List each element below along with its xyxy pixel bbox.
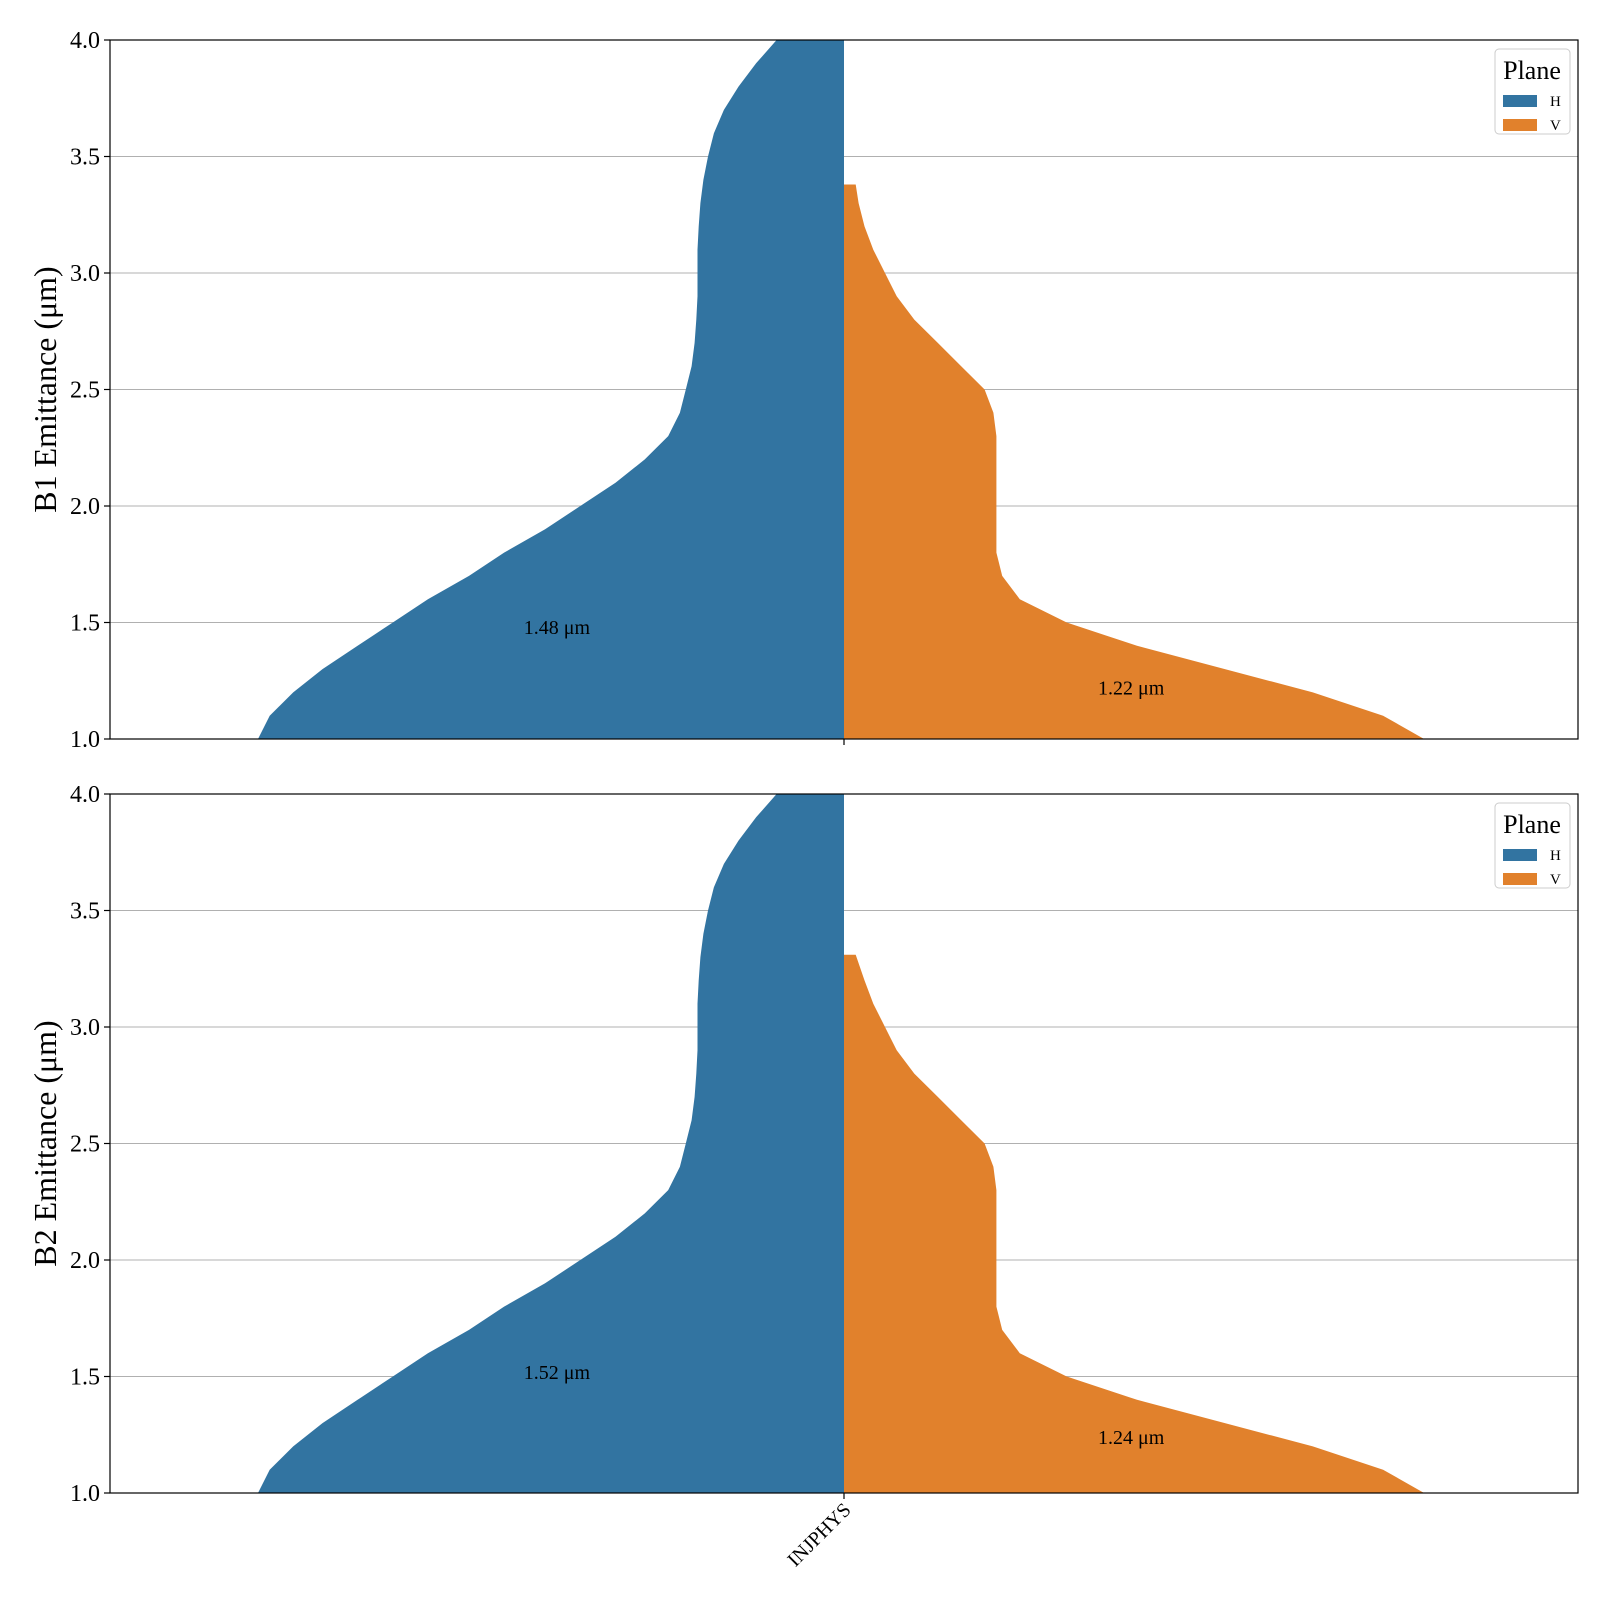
violin-h (258, 794, 844, 1493)
y-tick-label: 1.5 (70, 1365, 100, 1391)
median-annotation-v: 1.22 μm (1098, 678, 1165, 700)
y-tick-label: 2.0 (70, 1248, 100, 1274)
legend-title: Plane (1503, 810, 1561, 839)
panel-2: 1.0 1.5 2.0 2.5 3.0 3.5 4.0 1.52 μm 1.24 μm B2 Em… (27, 782, 1579, 1507)
y-tick-label: 3.5 (70, 899, 100, 925)
y-axis-label: B2 Emittance (μm) (27, 1020, 63, 1266)
y-tick-label: 4.0 (70, 782, 100, 808)
y-tick-label: 3.5 (70, 145, 100, 171)
y-tick-label: 1.0 (70, 1481, 100, 1507)
legend: Plane HV (1494, 802, 1571, 889)
y-axis-label: B1 Emittance (μm) (27, 266, 63, 512)
y-tick-label: 1.0 (70, 727, 100, 753)
legend-swatch-v (1503, 873, 1537, 885)
y-tick-label: 2.5 (70, 378, 100, 404)
legend-label-h: H (1550, 848, 1561, 864)
legend-swatch-h (1503, 849, 1537, 861)
panel-1: 1.0 1.5 2.0 2.5 3.0 3.5 4.0 1.48 μm 1.22 μm B1 Em… (27, 28, 1579, 753)
y-tick-label: 3.0 (70, 1015, 100, 1041)
median-annotation-h: 1.48 μm (524, 617, 591, 639)
legend-box (1494, 802, 1571, 889)
legend-label-v: V (1550, 118, 1561, 134)
violin-v (844, 184, 1425, 739)
legend-swatch-v (1503, 119, 1537, 131)
y-tick-label: 3.0 (70, 261, 100, 287)
median-annotation-h: 1.52 μm (524, 1362, 591, 1384)
y-tick-label: 2.5 (70, 1132, 100, 1158)
legend-label-v: V (1550, 872, 1561, 888)
median-annotation-v: 1.24 μm (1098, 1427, 1165, 1449)
y-tick-label: 4.0 (70, 28, 100, 54)
x-tick-label: INJPHYS (783, 1499, 855, 1571)
y-tick-label: 2.0 (70, 494, 100, 520)
violin-v (844, 954, 1425, 1493)
legend-title: Plane (1503, 56, 1561, 85)
legend-swatch-h (1503, 95, 1537, 107)
legend-label-h: H (1550, 94, 1561, 110)
legend-box (1494, 48, 1571, 135)
legend: Plane HV (1494, 48, 1571, 135)
violin-h (258, 40, 844, 739)
y-tick-label: 1.5 (70, 611, 100, 637)
